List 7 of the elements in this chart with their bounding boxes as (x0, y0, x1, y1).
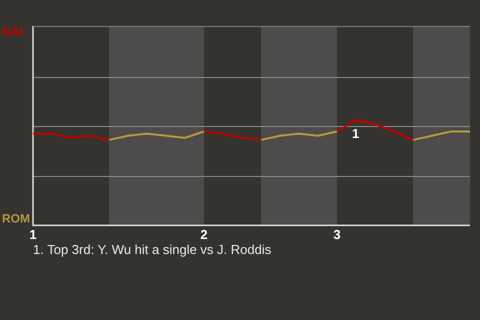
text: 1. Top 3rd: Y. Wu hit a single vs J. Roddis (33, 242, 272, 257)
annotation: 1 (352, 126, 360, 141)
text: NAI (2, 24, 23, 38)
text: ROM (2, 212, 30, 226)
x-tick-label: 3 (333, 226, 341, 242)
x-tick-label: 2 (200, 226, 208, 242)
x-tick-label: 1 (29, 226, 37, 242)
